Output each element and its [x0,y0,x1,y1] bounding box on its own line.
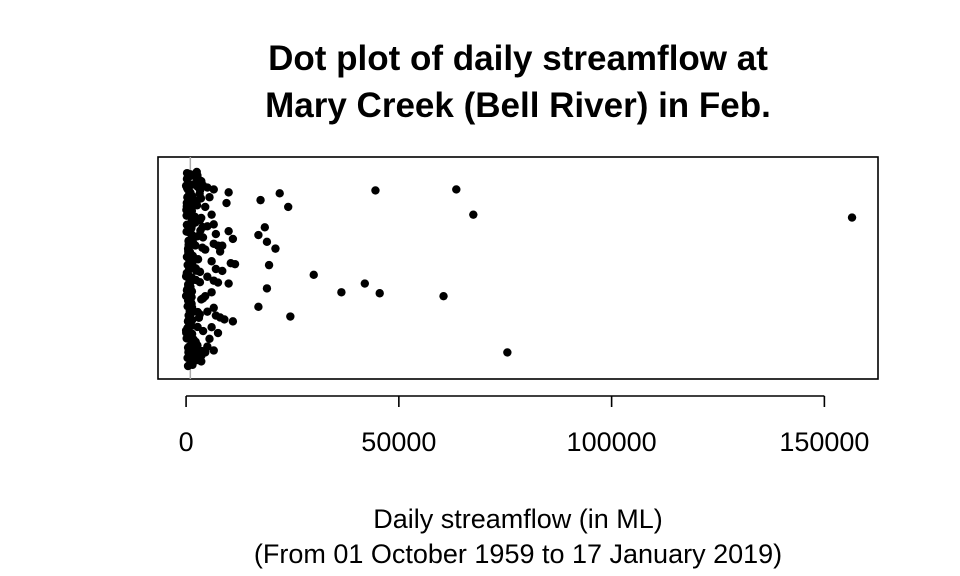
data-point [337,288,346,297]
data-point [207,288,216,297]
data-point [224,226,233,236]
data-point [201,202,210,212]
data-point [218,266,227,276]
data-point [309,270,318,280]
data-point [371,186,380,195]
data-point [469,210,478,219]
data-point [201,291,210,301]
data-point [213,328,223,338]
data-point [198,181,208,190]
data-point [254,302,263,312]
data-point [260,223,270,232]
data-point [207,210,216,219]
data-point-dense [182,168,192,178]
data-points [181,167,857,371]
data-point [256,195,265,205]
data-point [213,278,223,287]
x-tick-label: 0 [179,427,194,457]
data-point [207,257,216,266]
data-point [211,229,221,239]
data-point [228,234,238,244]
x-axis-label-line-2: (From 01 October 1959 to 17 January 2019… [254,539,782,569]
data-point [205,334,214,344]
data-point [360,279,370,288]
data-point [503,348,512,357]
data-point [262,284,272,293]
data-point [209,303,218,312]
data-point [275,189,284,198]
data-point [224,279,233,288]
data-point [375,289,384,298]
x-axis: 0 50000 100000 150000 [179,395,869,457]
data-point [439,291,448,301]
x-tick-label: 150000 [779,427,869,457]
data-point [209,346,218,355]
data-point [215,247,225,256]
data-point [271,244,280,253]
data-point [209,220,218,229]
data-point [203,342,212,351]
data-point [222,198,231,208]
data-point [847,213,857,222]
data-point [205,193,214,202]
data-point [262,237,272,247]
data-point [452,185,461,194]
data-point [211,264,221,274]
data-point-dense [181,181,191,190]
data-point [224,188,233,197]
data-point-dense [192,167,201,177]
x-tick-label: 100000 [567,427,657,457]
chart-title-line-2: Mary Creek (Bell River) in Feb. [265,86,771,125]
data-point [201,245,210,254]
data-point [286,312,295,321]
data-point [203,307,212,316]
data-point-dense [197,213,206,223]
data-point [207,323,216,332]
data-point [230,259,240,269]
data-point [209,185,218,194]
data-point [203,222,212,231]
chart-title-line-1: Dot plot of daily streamflow at [268,39,768,78]
x-tick-label: 50000 [361,427,436,457]
data-point [215,313,225,322]
plot-frame [157,156,879,380]
data-point [254,230,263,240]
data-point [284,202,293,212]
data-point-dense [188,180,197,189]
x-axis-label-line-1: Daily streamflow (in ML) [373,504,663,534]
data-point [198,326,208,336]
data-point [264,260,274,270]
data-point [228,317,238,326]
data-point [203,272,212,281]
